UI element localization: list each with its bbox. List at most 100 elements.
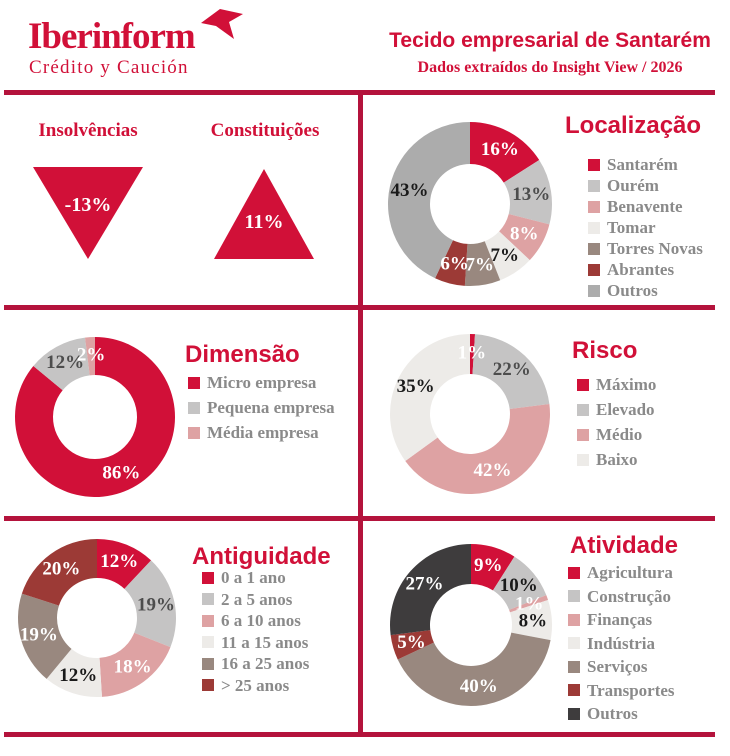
brand-logo: Iberinform	[28, 16, 196, 57]
legend-item: Santarém	[588, 154, 703, 175]
legend-label: Indústria	[587, 633, 656, 653]
legend-item: Construção	[568, 585, 675, 609]
donut-slice-dimensao	[84, 337, 95, 376]
legend-swatch-icon	[588, 263, 600, 276]
legend-label: Construção	[587, 586, 672, 606]
donut-slice-dimensao	[33, 337, 90, 391]
legend-label: 2 a 5 anos	[221, 589, 293, 609]
legend-item: Micro empresa	[188, 370, 335, 395]
donut-slice-localizacao	[464, 241, 501, 287]
legend-swatch-icon	[568, 566, 580, 579]
legend-swatch-icon	[588, 284, 600, 297]
legend-antiguidade: 0 a 1 ano 2 a 5 anos 6 a 10 anos 11 a 15 an…	[202, 567, 309, 696]
brand-logo-subtext: Crédito y Caución	[29, 57, 189, 78]
legend-swatch-icon	[588, 179, 600, 192]
donut-slice-risco	[405, 403, 551, 494]
triangle-up-icon	[214, 169, 314, 259]
legend-label: Outros	[607, 281, 658, 300]
donut-slice-risco	[472, 334, 550, 409]
legend-label: Agricultura	[587, 563, 673, 583]
slice-label: 86%	[102, 463, 140, 484]
legend-swatch-icon	[568, 613, 580, 626]
legend-swatch-icon	[577, 453, 589, 466]
legend-item: Média empresa	[188, 420, 335, 445]
legend-item: Agricultura	[568, 561, 675, 585]
legend-label: Torres Novas	[607, 239, 703, 258]
legend-item: > 25 anos	[202, 675, 309, 697]
slice-label: 27%	[406, 574, 444, 595]
legend-item: 11 a 15 anos	[202, 632, 309, 654]
chart-title-atividade: Atividade	[570, 532, 679, 559]
legend-swatch-icon	[588, 221, 600, 234]
brand-logo-text: Iberinform	[28, 16, 196, 57]
slice-label: 19%	[20, 624, 58, 645]
legend-label: Santarém	[607, 155, 678, 174]
legend-label: Abrantes	[607, 260, 675, 279]
page-title: Tecido empresarial de Santarém	[389, 29, 711, 52]
legend-item: Outros	[588, 280, 703, 301]
legend-swatch-icon	[588, 158, 600, 171]
donut-dimensao: 86% 12%2%	[15, 337, 176, 497]
indicator-insolvencias-value: -13%	[64, 194, 112, 216]
slice-label: 5%	[397, 632, 426, 653]
donut-slice-atividade	[390, 544, 471, 636]
legend-label: Tomar	[607, 218, 656, 237]
donut-slice-risco	[470, 334, 476, 375]
legend-swatch-icon	[588, 200, 600, 213]
slice-label: 18%	[114, 656, 152, 677]
donut-slice-risco	[390, 334, 470, 462]
legend-swatch-icon	[202, 571, 214, 584]
donut-slice-atividade	[509, 599, 553, 641]
divider-vertical	[358, 90, 363, 737]
legend-label: Ourém	[607, 176, 659, 195]
legend-swatch-icon	[577, 378, 589, 391]
donut-risco: 1% 22% 42% 35%	[390, 334, 551, 494]
slice-label: 6%	[440, 254, 469, 275]
chart-title-localizacao: Localização	[565, 112, 702, 139]
slice-label: 2%	[77, 345, 106, 366]
donut-slice-localizacao	[484, 231, 530, 281]
legend-swatch-icon	[202, 636, 214, 649]
legend-label: Médio	[596, 425, 643, 444]
slice-label: 22%	[493, 359, 531, 380]
legend-swatch-icon	[188, 426, 200, 439]
legend-label: Máximo	[596, 375, 657, 394]
page-subtitle: Dados extraídos do Insight View / 2026	[417, 59, 683, 76]
donut-slice-dimensao	[15, 337, 176, 497]
donut-atividade: 9%10%1%8% 40% 5% 27%	[390, 544, 553, 707]
legend-item: Elevado	[577, 397, 656, 422]
legend-item: Transportes	[568, 679, 675, 703]
donut-antiguidade: 12%19%18%12%19%20%	[18, 539, 176, 697]
legend-label: Finanças	[587, 610, 653, 630]
legend-swatch-icon	[188, 376, 200, 389]
legend-label: > 25 anos	[221, 675, 290, 695]
triangle-down-icon	[33, 167, 143, 259]
legend-item: 0 a 1 ano	[202, 567, 309, 589]
slice-label: 42%	[474, 460, 512, 481]
legend-label: Outros	[587, 704, 638, 724]
chart-title-risco: Risco	[572, 337, 638, 364]
legend-swatch-icon	[568, 707, 580, 720]
donut-slice-antiguidade	[18, 593, 72, 679]
legend-item: Serviços	[568, 655, 675, 679]
legend-label: Transportes	[587, 680, 675, 700]
legend-swatch-icon	[202, 614, 214, 627]
legend-swatch-icon	[568, 637, 580, 650]
donut-slice-localizacao	[435, 240, 468, 286]
slice-label: 12%	[100, 551, 138, 572]
legend-swatch-icon	[568, 660, 580, 673]
donut-localizacao: 16%13%8%7%7%6%43%	[387, 121, 552, 287]
legend-item: Pequena empresa	[188, 395, 335, 420]
indicator-insolvencias-label: Insolvências	[38, 120, 138, 141]
legend-label: Benavente	[607, 197, 683, 216]
legend-item: 16 a 25 anos	[202, 653, 309, 675]
legend-item: Torres Novas	[588, 238, 703, 259]
legend-item: Benavente	[588, 196, 703, 217]
legend-item: Outros	[568, 702, 675, 726]
slice-label: 8%	[519, 611, 548, 632]
legend-swatch-icon	[568, 590, 580, 603]
donut-slice-atividade	[390, 630, 434, 660]
slice-label: 12%	[46, 352, 84, 373]
legend-item: Tomar	[588, 217, 703, 238]
slice-label: 9%	[474, 555, 503, 576]
